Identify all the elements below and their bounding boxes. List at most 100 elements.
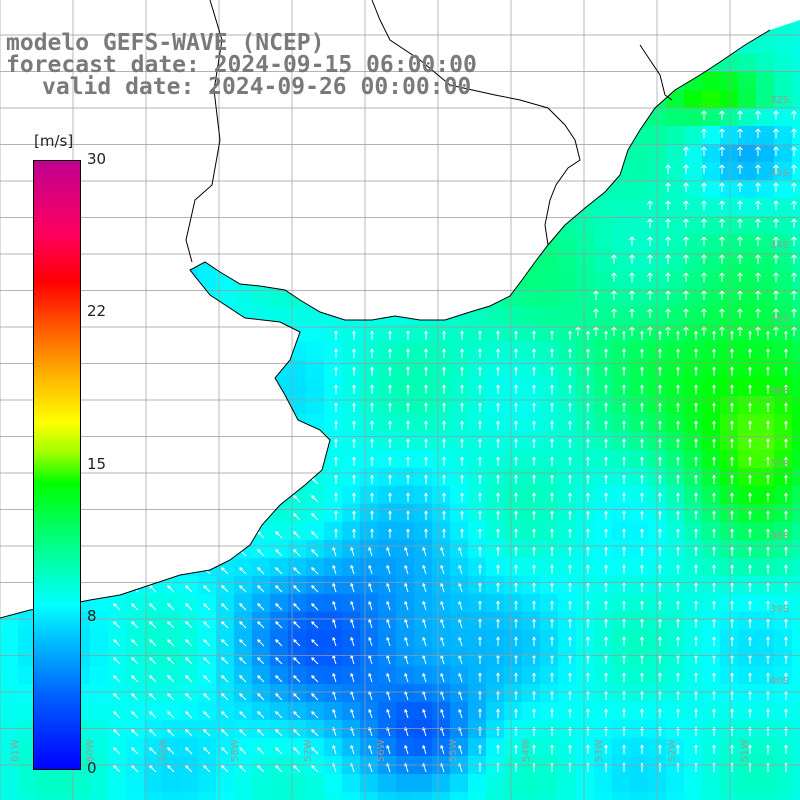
wind-arrow [586,600,590,610]
field-cell [486,720,505,739]
field-cell [450,396,469,415]
field-cell [684,756,703,775]
wind-arrow [386,673,391,683]
wind-arrow [791,128,797,138]
field-cell [792,108,800,127]
field-cell [504,576,523,595]
wind-arrow [658,582,662,592]
wind-arrow [629,254,635,264]
wind-arrow [167,603,175,611]
lat-label: 35S [770,313,790,324]
wind-arrow [784,528,788,538]
field-cell [738,324,757,343]
field-cell [504,792,523,800]
field-cell [18,684,37,703]
field-cell [162,792,181,800]
field-cell [702,504,721,523]
field-cell [540,270,559,289]
field-cell [306,702,325,721]
wind-arrow [350,583,355,593]
wind-arrow [422,583,427,593]
wind-arrow [550,564,554,574]
field-cell [756,378,775,397]
field-cell [756,216,775,235]
field-cell [486,558,505,577]
wind-arrow [460,330,464,340]
wind-arrow [275,711,283,719]
wind-arrow [131,693,139,701]
field-cell [594,324,613,343]
wind-arrow [440,601,445,611]
wind-arrow [640,600,644,610]
field-cell [648,684,667,703]
wind-arrow [586,672,590,682]
field-cell [720,198,739,217]
field-cell [414,450,433,469]
field-cell [738,54,757,73]
wind-arrow [422,619,427,629]
field-cell [576,594,595,613]
field-cell [612,360,631,379]
field-cell [756,270,775,289]
wind-arrow [239,621,247,629]
field-cell [594,450,613,469]
wind-arrow [658,438,662,448]
field-cell [414,468,433,487]
wind-arrow [257,621,265,629]
wind-arrow [404,601,409,611]
field-cell [540,540,559,559]
field-cell [558,306,577,325]
wind-arrow [422,601,427,611]
field-cell [558,702,577,721]
colorbar-tick: 22 [87,302,107,320]
field-cell [666,126,685,145]
wind-arrow [766,618,770,628]
wind-arrow [350,547,355,557]
field-cell [270,792,289,800]
field-cell [702,396,721,415]
wind-arrow [568,366,572,376]
field-cell [234,720,253,739]
wind-arrow [406,528,410,538]
lat-label: 39S [770,604,790,615]
field-cell [144,630,163,649]
field-cell [720,270,739,289]
field-cell [792,18,800,37]
wind-arrow [332,547,337,557]
wind-arrow [766,492,770,502]
lon-label: 61W [10,739,21,762]
wind-arrow [730,420,734,430]
wind-arrow [532,474,536,484]
field-cell [738,666,757,685]
field-cell [684,558,703,577]
field-cell [576,234,595,253]
wind-arrow [149,729,157,737]
wind-arrow [658,366,662,376]
wind-arrow [773,218,779,228]
lat-label: 34S [770,240,790,251]
wind-arrow [622,438,626,448]
field-cell [18,774,37,793]
wind-arrow [604,510,608,520]
wind-arrow [712,744,716,754]
field-cell [684,684,703,703]
wind-arrow [350,565,355,575]
field-cell [504,756,523,775]
wind-arrow [460,474,464,484]
field-cell [0,720,19,739]
field-cell [198,576,217,595]
field-cell [738,702,757,721]
field-cell [702,306,721,325]
field-cell [18,702,37,721]
field-cell [306,612,325,631]
field-cell [522,468,541,487]
field-cell [774,450,793,469]
wind-arrow [676,330,680,340]
wind-arrow [478,348,482,358]
wind-arrow [149,585,157,593]
field-cell [774,396,793,415]
field-cell [468,540,487,559]
wind-arrow [622,366,626,376]
field-cell [792,90,800,109]
field-cell [342,522,361,541]
